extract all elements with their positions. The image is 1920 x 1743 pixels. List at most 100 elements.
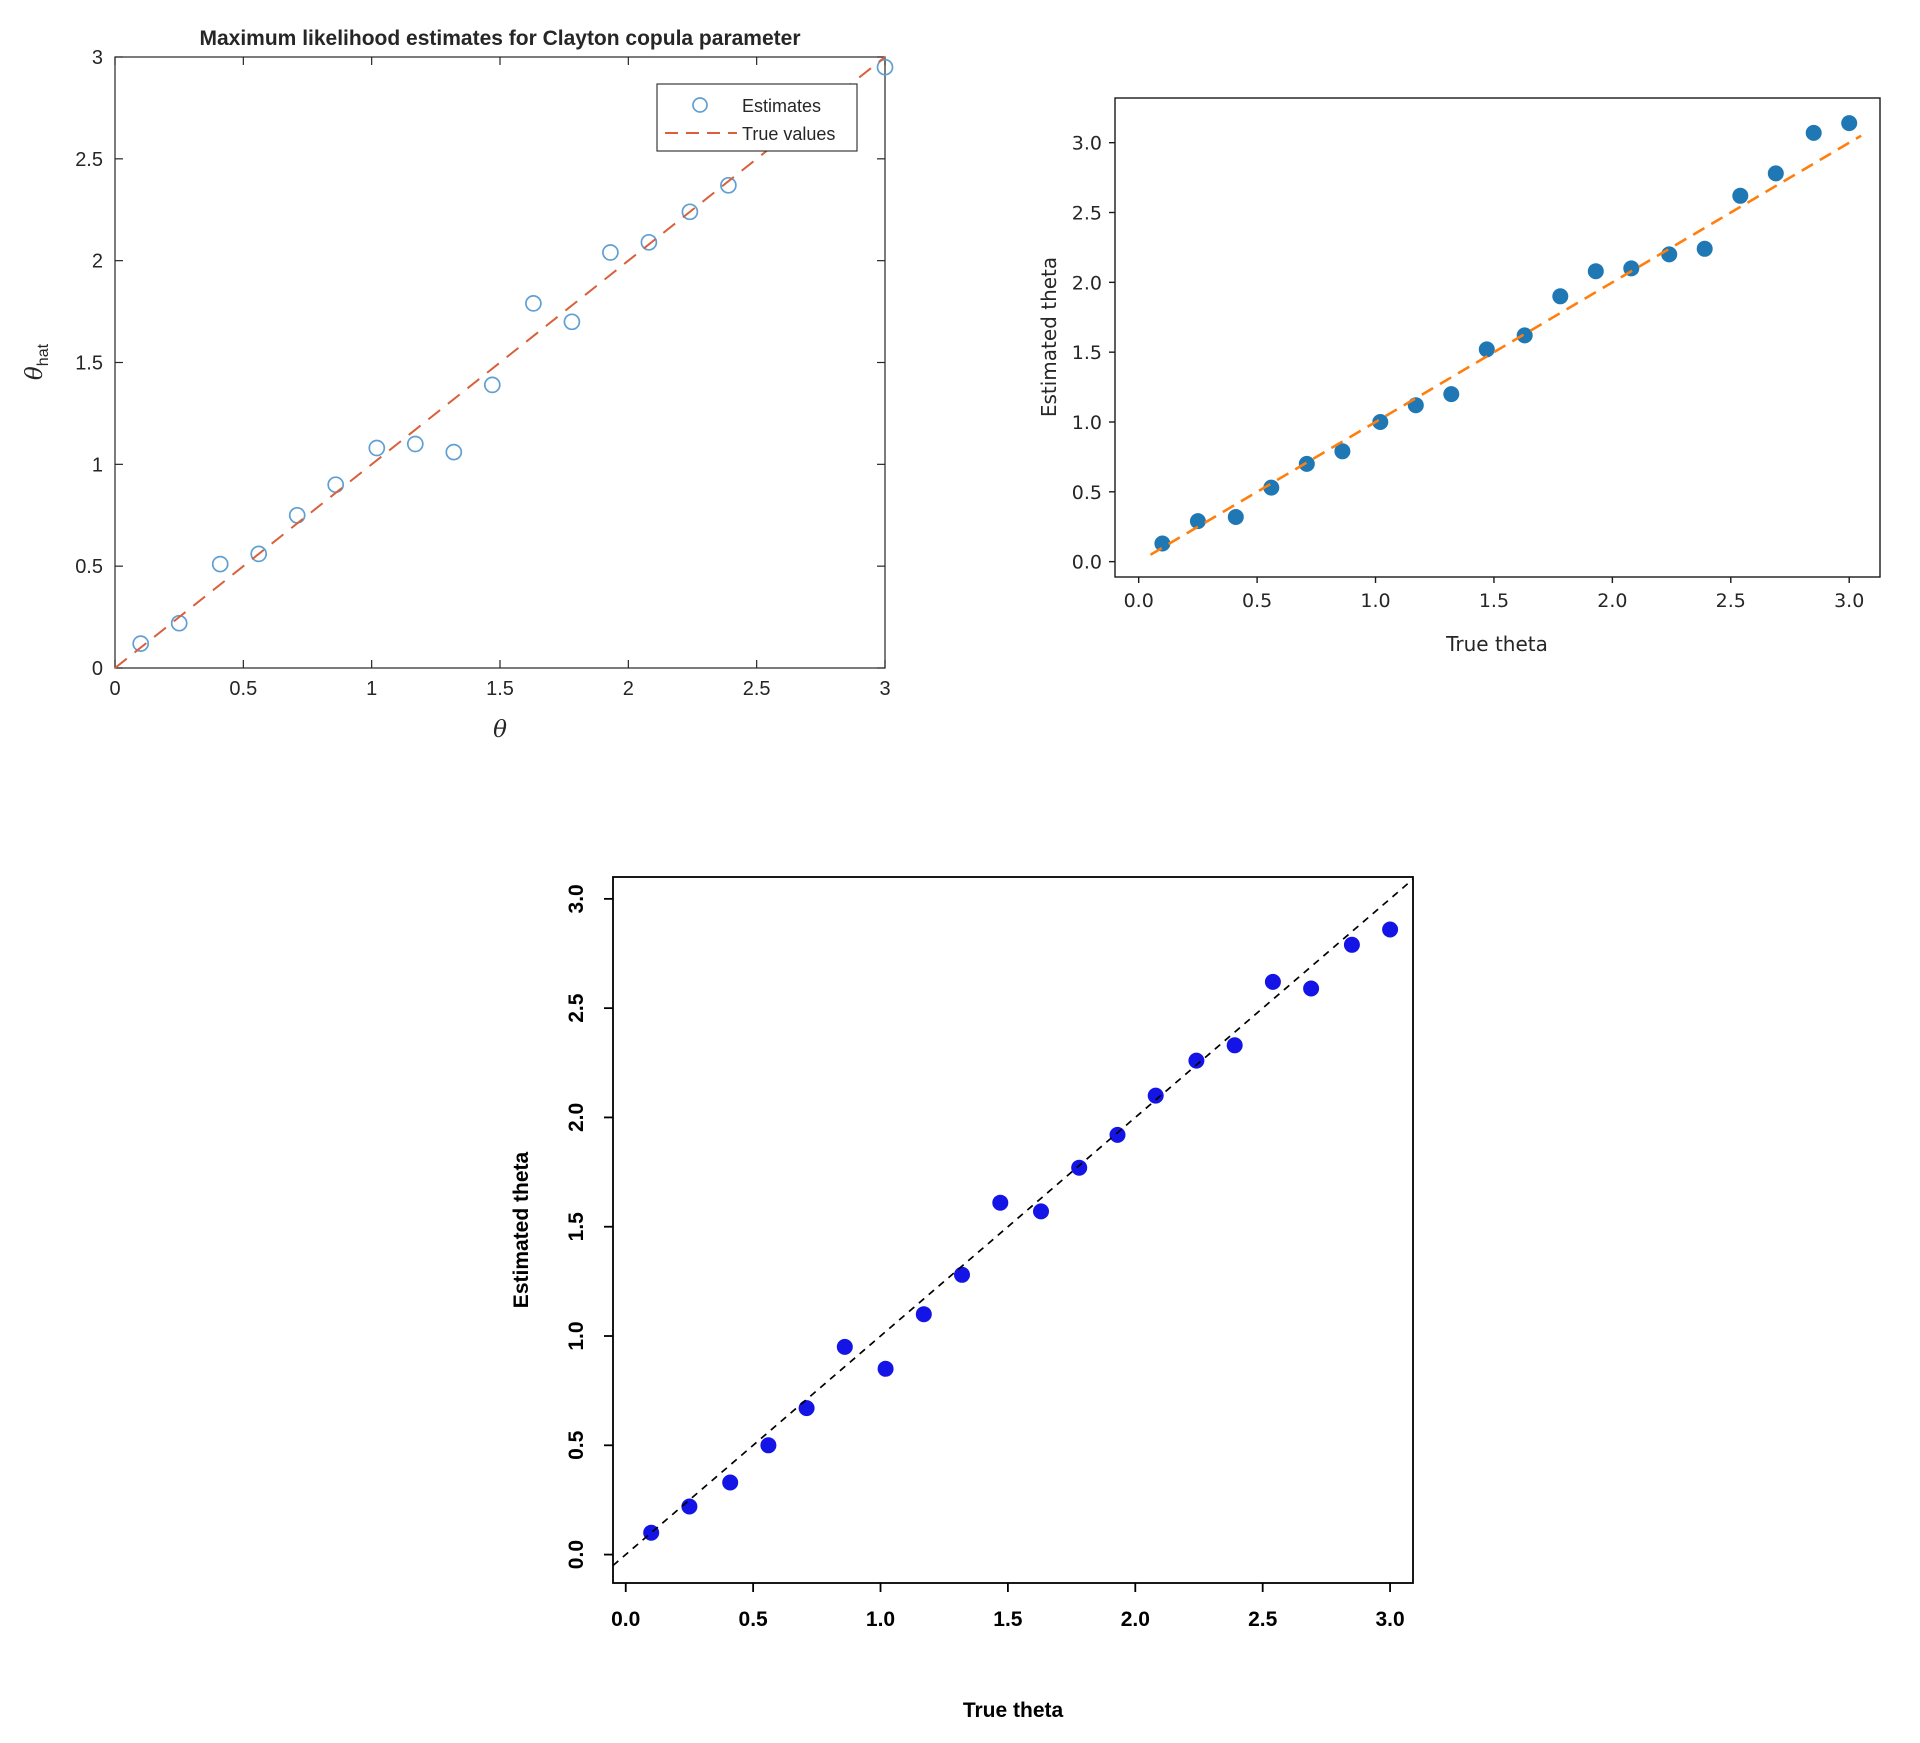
data-point — [563, 313, 581, 331]
data-point — [681, 1498, 698, 1515]
data-point — [1516, 327, 1533, 344]
reference-line — [1149, 134, 1862, 556]
x-tick-label: 0.0 — [1124, 590, 1154, 612]
y-tick-label: 3.0 — [1072, 133, 1102, 155]
data-point — [170, 614, 188, 632]
y-tick-label: 2.5 — [1072, 203, 1102, 225]
data-point — [1696, 240, 1713, 257]
data-point — [681, 203, 699, 221]
x-tick-label: 2.5 — [1716, 590, 1746, 612]
y-tick-label: 2.5 — [565, 993, 588, 1023]
data-point — [483, 376, 501, 394]
data-point — [876, 58, 894, 76]
data-point — [1478, 341, 1495, 358]
data-point — [1189, 513, 1206, 530]
y-tick-label: 0.5 — [1072, 482, 1102, 504]
x-tick-label: 0.0 — [611, 1608, 640, 1631]
data-point — [720, 176, 737, 194]
chart-matlab: 0 0.5 1 1.5 2 2.5 3 0 0.5 1 1.5 2 2.5 3 Maximum likeli… — [22, 27, 894, 743]
x-tick-label: 3.0 — [1834, 590, 1864, 612]
legend-label-estimates: Estimates — [742, 96, 821, 116]
data-point — [211, 555, 229, 573]
x-tick-label: 0.5 — [1242, 590, 1272, 612]
y-tick-label: 0.0 — [565, 1540, 588, 1569]
data-point — [1147, 1087, 1164, 1104]
y-tick-label: 1.5 — [565, 1212, 588, 1242]
reference-line — [114, 56, 886, 669]
data-point — [1109, 1126, 1126, 1143]
y-axis-label: Estimated theta — [510, 1151, 533, 1308]
x-tick-label: 1 — [366, 678, 377, 700]
y-tick-label: 0.5 — [75, 556, 103, 578]
scatter-series — [643, 921, 1399, 1541]
data-point — [1767, 165, 1784, 182]
data-point — [288, 506, 306, 524]
x-tick-label: 2.0 — [1597, 590, 1627, 612]
data-point — [836, 1338, 853, 1355]
data-point — [640, 233, 658, 251]
data-point — [1841, 115, 1858, 132]
data-point — [1372, 414, 1389, 430]
data-point — [1334, 443, 1351, 460]
data-point — [1303, 980, 1320, 997]
x-axis-label: θ — [493, 717, 507, 743]
data-point — [760, 1437, 777, 1454]
x-tick-label: 1.0 — [1360, 590, 1390, 612]
data-point — [1263, 479, 1280, 496]
y-tick-label: 1.0 — [1072, 412, 1102, 434]
x-tick-label: 2.0 — [1121, 1608, 1150, 1631]
y-axis-label: Estimated theta — [1037, 257, 1061, 417]
data-point — [1661, 246, 1678, 263]
y-tick-label: 0.5 — [565, 1430, 588, 1460]
data-point — [722, 1474, 739, 1491]
data-point — [1227, 509, 1244, 525]
x-tick-label: 1.5 — [1479, 590, 1509, 612]
y-tick-label: 1.0 — [565, 1321, 588, 1350]
chart-title: Maximum likelihood estimates for Clayton… — [200, 27, 801, 50]
data-point — [1343, 936, 1360, 953]
x-tick-label: 1.5 — [993, 1608, 1023, 1631]
data-point — [406, 435, 424, 453]
x-tick-label: 1.5 — [486, 678, 514, 700]
legend-label-true-values: True values — [742, 124, 835, 144]
x-tick-label: 0.5 — [739, 1608, 769, 1631]
data-point — [1587, 263, 1604, 280]
y-tick-label: 0.0 — [1072, 552, 1102, 574]
y-tick-label: 2.5 — [75, 149, 103, 171]
chart-matplotlib: 0.0 0.5 1.0 1.5 2.0 2.5 3.0 0.0 0.5 1.0 1.5 2.0 2.5 3… — [1037, 97, 1881, 656]
data-point — [1264, 973, 1281, 990]
data-point — [445, 443, 463, 461]
data-point — [1407, 397, 1424, 414]
legend-box — [656, 83, 858, 152]
x-tick-label: 3.0 — [1375, 1608, 1404, 1631]
reference-line — [612, 878, 1414, 1567]
x-tick-label: 2.5 — [1248, 1608, 1278, 1631]
x-tick-label: 0 — [109, 678, 120, 700]
scatter-series — [1154, 115, 1858, 552]
y-axis-label-base: θ — [22, 366, 48, 380]
x-axis-label: True theta — [963, 1699, 1064, 1722]
y-tick-label: 2.0 — [565, 1103, 588, 1132]
x-tick-label: 0.5 — [229, 678, 257, 700]
data-point — [525, 295, 542, 312]
data-point — [1188, 1052, 1205, 1069]
data-point — [1033, 1203, 1049, 1220]
x-tick-label: 3 — [879, 678, 890, 700]
x-tick-label: 2.5 — [743, 678, 771, 700]
data-point — [1552, 288, 1569, 305]
y-axis-label-subscript: hat — [35, 343, 52, 366]
y-axis-label: θhat — [22, 343, 52, 380]
data-point — [915, 1306, 932, 1323]
data-point — [368, 439, 386, 457]
legend: Estimates True values — [656, 83, 858, 152]
data-point — [250, 545, 268, 563]
y-tick-label: 1.5 — [1072, 342, 1102, 364]
data-point — [1443, 386, 1460, 403]
plot-box — [612, 876, 1414, 1584]
y-tick-label: 2.0 — [1072, 272, 1102, 294]
data-point — [132, 635, 150, 652]
y-tick-label: 2 — [92, 251, 103, 273]
data-point — [954, 1266, 970, 1283]
